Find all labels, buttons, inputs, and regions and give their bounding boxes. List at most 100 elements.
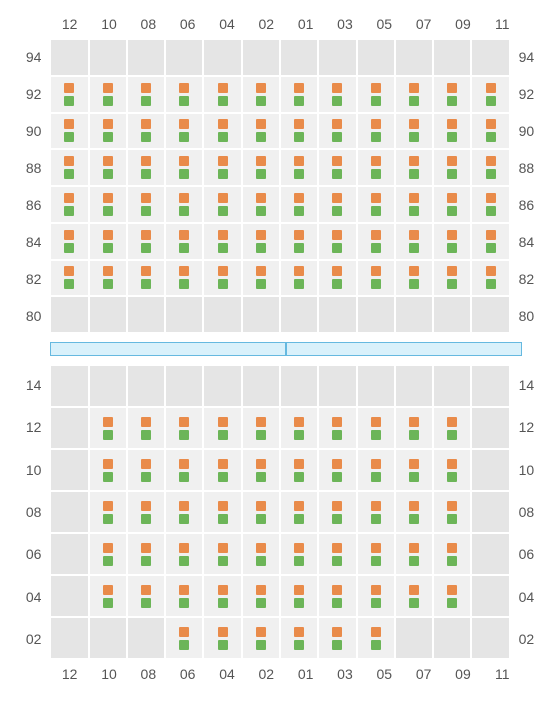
rack-slot[interactable]	[89, 186, 127, 223]
rack-slot[interactable]	[433, 491, 471, 533]
rack-slot[interactable]	[318, 617, 356, 659]
rack-slot[interactable]	[357, 617, 395, 659]
rack-slot[interactable]	[203, 575, 241, 617]
rack-slot[interactable]	[203, 186, 241, 223]
rack-slot[interactable]	[127, 491, 165, 533]
rack-slot[interactable]	[280, 533, 318, 575]
rack-slot[interactable]	[280, 407, 318, 449]
rack-slot[interactable]	[89, 113, 127, 150]
rack-slot[interactable]	[165, 407, 203, 449]
rack-slot[interactable]	[280, 113, 318, 150]
rack-slot[interactable]	[433, 407, 471, 449]
rack-slot[interactable]	[242, 76, 280, 113]
rack-slot[interactable]	[127, 575, 165, 617]
rack-slot[interactable]	[318, 449, 356, 491]
rack-slot[interactable]	[50, 76, 88, 113]
rack-slot[interactable]	[357, 260, 395, 297]
rack-slot[interactable]	[280, 223, 318, 260]
rack-slot[interactable]	[50, 149, 88, 186]
rack-slot[interactable]	[242, 149, 280, 186]
rack-slot[interactable]	[318, 113, 356, 150]
rack-slot[interactable]	[165, 449, 203, 491]
rack-slot[interactable]	[433, 113, 471, 150]
rack-slot[interactable]	[280, 186, 318, 223]
rack-slot[interactable]	[357, 113, 395, 150]
rack-slot[interactable]	[318, 533, 356, 575]
rack-slot[interactable]	[280, 149, 318, 186]
rack-slot[interactable]	[357, 407, 395, 449]
rack-slot[interactable]	[318, 575, 356, 617]
rack-slot[interactable]	[357, 491, 395, 533]
rack-slot[interactable]	[203, 113, 241, 150]
rack-slot[interactable]	[357, 186, 395, 223]
rack-slot[interactable]	[127, 149, 165, 186]
rack-slot[interactable]	[165, 575, 203, 617]
rack-slot[interactable]	[203, 449, 241, 491]
rack-slot[interactable]	[471, 76, 509, 113]
rack-slot[interactable]	[165, 149, 203, 186]
rack-slot[interactable]	[318, 223, 356, 260]
rack-slot[interactable]	[280, 260, 318, 297]
rack-slot[interactable]	[318, 491, 356, 533]
rack-slot[interactable]	[242, 223, 280, 260]
rack-slot[interactable]	[203, 76, 241, 113]
rack-slot[interactable]	[242, 575, 280, 617]
rack-slot[interactable]	[127, 76, 165, 113]
rack-slot[interactable]	[203, 149, 241, 186]
rack-slot[interactable]	[357, 533, 395, 575]
rack-slot[interactable]	[203, 533, 241, 575]
rack-slot[interactable]	[89, 76, 127, 113]
rack-slot[interactable]	[433, 533, 471, 575]
rack-slot[interactable]	[395, 533, 433, 575]
rack-slot[interactable]	[318, 260, 356, 297]
rack-slot[interactable]	[433, 186, 471, 223]
rack-slot[interactable]	[395, 260, 433, 297]
rack-slot[interactable]	[318, 407, 356, 449]
rack-slot[interactable]	[89, 407, 127, 449]
rack-slot[interactable]	[318, 186, 356, 223]
rack-slot[interactable]	[395, 149, 433, 186]
rack-slot[interactable]	[50, 260, 88, 297]
rack-slot[interactable]	[395, 449, 433, 491]
rack-slot[interactable]	[433, 260, 471, 297]
rack-slot[interactable]	[433, 76, 471, 113]
rack-slot[interactable]	[280, 491, 318, 533]
rack-slot[interactable]	[395, 575, 433, 617]
rack-slot[interactable]	[433, 223, 471, 260]
rack-slot[interactable]	[242, 533, 280, 575]
rack-slot[interactable]	[395, 223, 433, 260]
rack-slot[interactable]	[165, 260, 203, 297]
rack-slot[interactable]	[127, 533, 165, 575]
rack-slot[interactable]	[203, 407, 241, 449]
rack-slot[interactable]	[89, 223, 127, 260]
rack-slot[interactable]	[357, 575, 395, 617]
rack-slot[interactable]	[203, 260, 241, 297]
rack-slot[interactable]	[280, 575, 318, 617]
rack-slot[interactable]	[165, 617, 203, 659]
rack-slot[interactable]	[89, 449, 127, 491]
rack-slot[interactable]	[127, 407, 165, 449]
rack-slot[interactable]	[242, 186, 280, 223]
rack-slot[interactable]	[127, 260, 165, 297]
rack-slot[interactable]	[165, 491, 203, 533]
rack-slot[interactable]	[165, 186, 203, 223]
rack-slot[interactable]	[89, 260, 127, 297]
rack-slot[interactable]	[165, 533, 203, 575]
rack-slot[interactable]	[357, 76, 395, 113]
rack-slot[interactable]	[165, 223, 203, 260]
rack-slot[interactable]	[127, 113, 165, 150]
rack-slot[interactable]	[89, 491, 127, 533]
rack-slot[interactable]	[242, 407, 280, 449]
rack-slot[interactable]	[280, 449, 318, 491]
rack-slot[interactable]	[242, 113, 280, 150]
rack-slot[interactable]	[242, 449, 280, 491]
rack-slot[interactable]	[50, 186, 88, 223]
rack-slot[interactable]	[242, 491, 280, 533]
rack-slot[interactable]	[203, 491, 241, 533]
rack-slot[interactable]	[203, 223, 241, 260]
rack-slot[interactable]	[395, 407, 433, 449]
rack-slot[interactable]	[50, 223, 88, 260]
rack-slot[interactable]	[50, 113, 88, 150]
rack-slot[interactable]	[357, 149, 395, 186]
rack-slot[interactable]	[395, 186, 433, 223]
